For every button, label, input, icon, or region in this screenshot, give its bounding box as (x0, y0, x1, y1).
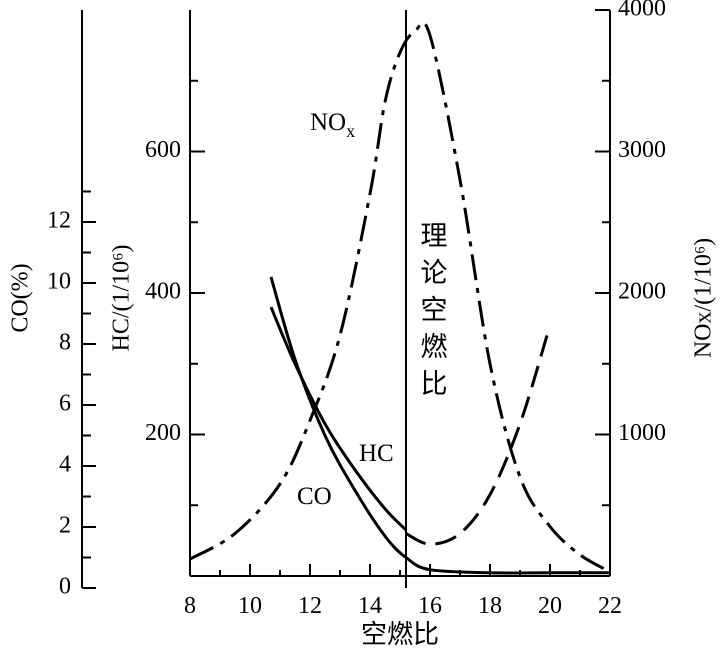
hc-axis-title: HC/(1/10⁶) (109, 244, 135, 351)
dashed-curve (405, 334, 549, 546)
hc-tick-label: 600 (145, 137, 181, 163)
nox-axis-title: NOx/(1/10⁶) (691, 238, 717, 358)
co-tick-label: 4 (59, 452, 71, 478)
nox-tick-label: 4000 (618, 0, 666, 22)
x-axis-title: 空燃比 (361, 620, 439, 650)
x-tick-label: 18 (478, 593, 502, 619)
co-tick-label: 6 (59, 391, 71, 417)
x-tick-label: 22 (598, 593, 622, 619)
hc-tick-label: 200 (145, 420, 181, 446)
co-tick-label: 12 (47, 208, 71, 234)
series-label-hc: HC (359, 440, 394, 467)
nox-axis-ticks: 1000 2000 3000 4000 (595, 0, 666, 507)
nox-tick-label: 3000 (618, 137, 666, 163)
stoichiometric-label-char: 空 (421, 295, 448, 326)
x-tick-label: 20 (538, 593, 562, 619)
stoichiometric-label-char: 燃 (421, 332, 448, 363)
co-tick-label: 10 (47, 269, 71, 295)
hc-curve (269, 306, 408, 532)
x-tick-label: 8 (184, 593, 196, 619)
series-label-co: CO (297, 483, 332, 510)
hc-tick-label: 400 (145, 279, 181, 305)
co-tick-label: 0 (59, 574, 71, 600)
nox-tick-label: 1000 (618, 420, 666, 446)
stoichiometric-label-char: 理 (421, 221, 448, 252)
stoichiometric-label-char: 论 (421, 258, 448, 289)
co-tick-label: 2 (59, 513, 71, 539)
x-axis-ticks: 8 10 12 14 16 18 20 22 (184, 564, 622, 619)
co-axis-title: CO(%) (8, 263, 34, 332)
x-tick-label: 10 (238, 593, 262, 619)
co-tick-label: 8 (59, 330, 71, 356)
x-tick-label: 12 (298, 593, 322, 619)
x-tick-label: 16 (418, 593, 442, 619)
series-label-nox: NOx (310, 109, 355, 141)
co-axis-ticks: 0 2 4 6 8 10 12 (47, 190, 96, 600)
nox-tick-label: 2000 (618, 279, 666, 305)
hc-axis-ticks: 200 400 600 (145, 79, 205, 507)
stoichiometric-label-char: 比 (421, 369, 448, 400)
nox-curve (189, 21, 611, 574)
x-tick-label: 14 (358, 593, 382, 619)
